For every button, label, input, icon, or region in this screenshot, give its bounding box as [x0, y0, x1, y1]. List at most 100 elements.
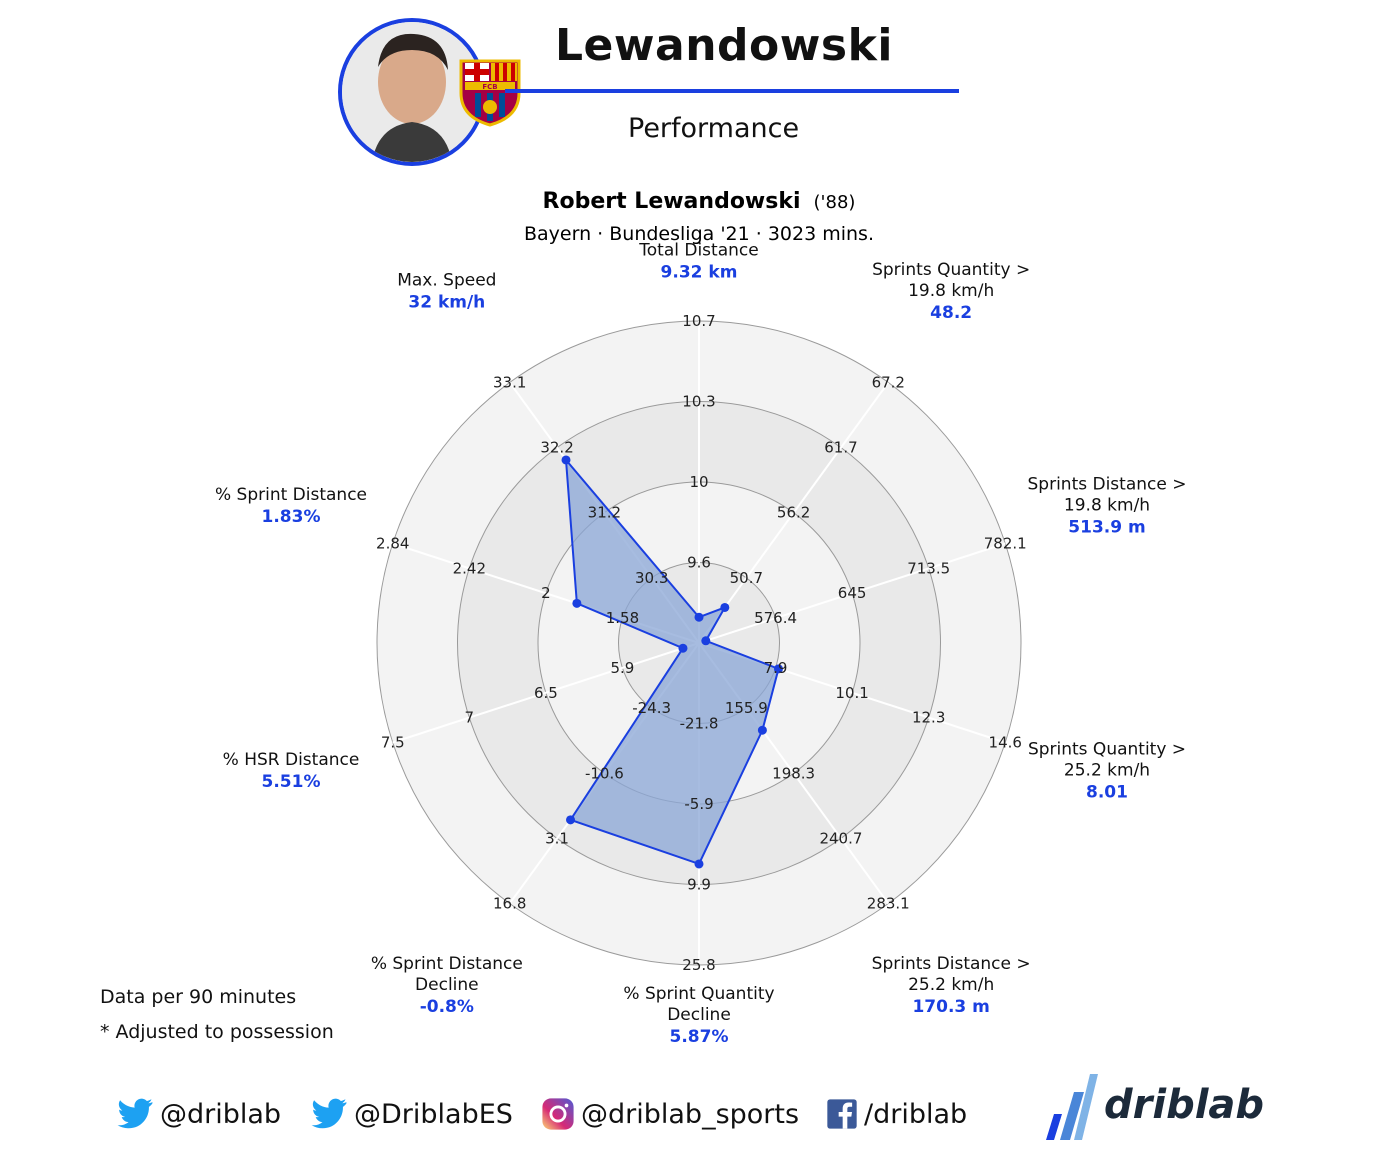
radar-tick-label: 2 — [541, 584, 551, 602]
radar-axis-value: 9.32 km — [661, 263, 738, 283]
radar-point — [572, 598, 582, 608]
page-subtitle: Performance — [628, 113, 800, 144]
brand-name: driblab — [1104, 1082, 1265, 1128]
radar-tick-label: 782.1 — [984, 534, 1027, 552]
radar-point — [757, 725, 767, 735]
chart-title-line: Robert Lewandowski ('88) — [543, 189, 856, 214]
radar-axis-name: % HSR Distance — [223, 750, 360, 770]
radar-tick-label: 5.9 — [611, 659, 635, 677]
radar-tick-label: 14.6 — [989, 734, 1022, 752]
radar-tick-label: 10.3 — [682, 393, 715, 411]
twitter1-handle: @driblab — [160, 1098, 282, 1130]
fcb-crest-icon: FCB — [459, 59, 521, 127]
radar-tick-label: 16.8 — [493, 895, 526, 913]
radar-tick-label: 56.2 — [777, 504, 810, 522]
radar-tick-label: 576.4 — [754, 609, 797, 627]
radar-tick-label: 33.1 — [493, 373, 526, 391]
radar-tick-label: 61.7 — [824, 439, 857, 457]
radar-point — [720, 602, 730, 612]
radar-axis-name: Decline — [415, 975, 479, 995]
radar-axis-value: 5.51% — [262, 772, 321, 792]
radar-tick-label: 3.1 — [545, 829, 569, 847]
radar-point — [561, 455, 571, 465]
radar-spoke — [392, 642, 700, 744]
crest-text: FCB — [482, 83, 497, 91]
twitter2-handle: @DriblabES — [354, 1098, 513, 1130]
radar-axis-value: 32 km/h — [408, 292, 485, 312]
radar-spoke — [698, 542, 1006, 644]
radar-tick-label: 67.2 — [872, 373, 905, 391]
radar-axis-name: % Sprint Quantity — [623, 984, 774, 1004]
social-instagram[interactable]: @driblab_sports — [541, 1094, 799, 1134]
radar-axis-name: 25.2 km/h — [1064, 761, 1150, 781]
radar-axis-label: Sprints Quantity >25.2 km/h8.01 — [1028, 740, 1186, 803]
radar-tick-label: 7.9 — [764, 659, 788, 677]
radar-tick-label: 2.84 — [376, 534, 409, 552]
note-adjusted: * Adjusted to possession — [100, 1021, 334, 1043]
radar-axis-name: 25.2 km/h — [908, 975, 994, 995]
social-twitter-driblabes[interactable]: @DriblabES — [310, 1094, 513, 1134]
radar-axis-name: % Sprint Distance — [215, 485, 367, 505]
page-title: Lewandowski — [555, 20, 893, 71]
radar-tick-label: 1.58 — [606, 609, 639, 627]
radar-point — [694, 859, 704, 869]
radar-axis-name: Sprints Distance > — [872, 954, 1031, 974]
radar-tick-label: 9.6 — [687, 554, 711, 572]
radar-axis-name: Decline — [667, 1005, 731, 1025]
social-twitter-driblab[interactable]: @driblab — [116, 1094, 281, 1134]
radar-axis-value: 5.87% — [670, 1027, 729, 1047]
facebook-handle: /driblab — [864, 1098, 968, 1130]
driblab-mark-icon — [1046, 1074, 1098, 1140]
radar-tick-label: -21.8 — [680, 715, 719, 733]
radar-tick-label: 10.1 — [835, 684, 868, 702]
radar-axis-value: 8.01 — [1086, 783, 1128, 803]
radar-axis-name: Max. Speed — [397, 270, 496, 290]
player-photo-icon — [342, 22, 482, 162]
radar-tick-label: 713.5 — [907, 559, 950, 577]
instagram-icon — [542, 1098, 574, 1130]
radar-tick-label: 30.3 — [635, 569, 668, 587]
chart-title-suffix: ('88) — [814, 192, 856, 213]
radar-axis-name: Sprints Distance > — [1028, 474, 1187, 494]
radar-tick-label: 9.9 — [687, 876, 711, 894]
radar-tick-label: -24.3 — [632, 699, 671, 717]
radar-axis-name: 19.8 km/h — [1064, 495, 1150, 515]
radar-tick-label: 12.3 — [912, 709, 945, 727]
radar-tick-label: 10 — [689, 473, 708, 491]
radar-tick-label: 155.9 — [725, 699, 768, 717]
radar-axis-value: 170.3 m — [912, 997, 989, 1017]
radar-tick-label: 10.7 — [682, 312, 715, 330]
radar-tick-label: 240.7 — [819, 829, 862, 847]
radar-tick-label: -5.9 — [684, 795, 713, 813]
radar-tick-label: 31.2 — [588, 504, 621, 522]
radar-axis-name: Total Distance — [638, 241, 758, 261]
radar-axis-name: % Sprint Distance — [371, 954, 523, 974]
radar-point — [678, 643, 688, 653]
instagram-handle: @driblab_sports — [581, 1098, 800, 1130]
radar-axis-value: -0.8% — [420, 997, 474, 1017]
twitter-icon — [311, 1098, 347, 1129]
radar-point — [773, 664, 783, 674]
chart-subtitle: Bayern · Bundesliga '21 · 3023 mins. — [524, 223, 874, 245]
radar-tick-label: 50.7 — [730, 569, 763, 587]
radar-axis-name: Sprints Quantity > — [872, 260, 1030, 280]
radar-axis-name: Sprints Quantity > — [1028, 740, 1186, 760]
radar-tick-label: 32.2 — [540, 439, 573, 457]
radar-tick-label: 645 — [838, 584, 867, 602]
radar-spoke — [698, 381, 890, 644]
radar-point — [694, 612, 704, 622]
radar-tick-label: 6.5 — [534, 684, 558, 702]
title-underline — [505, 89, 959, 93]
radar-tick-label: 198.3 — [772, 764, 815, 782]
radar-point — [566, 815, 576, 825]
radar-tick-label: 283.1 — [867, 895, 910, 913]
social-facebook[interactable]: /driblab — [826, 1094, 967, 1134]
